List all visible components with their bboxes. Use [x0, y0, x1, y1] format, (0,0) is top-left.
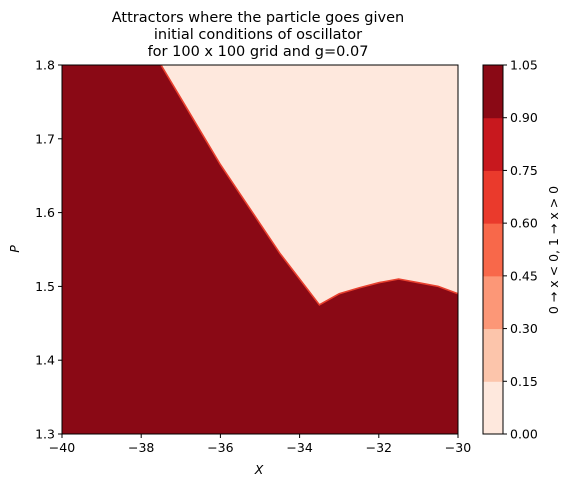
chart-title-line-3: for 100 x 100 grid and g=0.07	[148, 44, 369, 60]
y-tick-label: 1.5	[35, 279, 55, 294]
colorbar-band	[483, 381, 503, 435]
y-tick-label: 1.6	[35, 205, 55, 220]
x-tick-label: −38	[128, 440, 154, 455]
y-axis: 1.3 1.4 1.5 1.6 1.7 1.8 P	[7, 58, 62, 442]
colorbar-label: 0 → x < 0, 1 → x > 0	[546, 186, 561, 314]
plot-area	[61, 64, 459, 435]
colorbar-tick-label: 0.30	[510, 321, 538, 336]
boundary-edge	[160, 64, 459, 306]
colorbar-tick-label: 0.90	[510, 110, 538, 125]
colorbar-tick-label: 0.60	[510, 216, 538, 231]
colorbar-band	[483, 223, 503, 277]
colorbar-tick-label: 0.00	[510, 427, 538, 442]
chart-title-line-2: initial conditions of oscillator	[154, 27, 362, 43]
x-tick-label: −40	[49, 440, 75, 455]
colorbar-band	[483, 170, 503, 224]
x-tick-label: −34	[286, 440, 312, 455]
x-axis: −40 −38 −36 −34 −32 −30 X	[49, 434, 471, 477]
y-tick-label: 1.3	[35, 427, 55, 442]
colorbar-band	[483, 117, 503, 171]
colorbar-tick-label: 1.05	[510, 58, 538, 73]
y-tick-label: 1.8	[35, 58, 55, 73]
x-tick-label: −36	[207, 440, 233, 455]
colorbar-tick-label: 0.15	[510, 374, 538, 389]
colorbar-frame	[482, 64, 504, 435]
x-axis-label: X	[254, 462, 264, 477]
colorbar: 0.00 0.15 0.30 0.45 0.60 0.75 0.90 1.05 …	[482, 58, 561, 442]
colorbar-tick-label: 0.45	[510, 268, 538, 283]
region-below-boundary	[62, 65, 458, 434]
y-tick-label: 1.7	[35, 131, 55, 146]
x-tick-label: −32	[366, 440, 392, 455]
y-tick-label: 1.4	[35, 353, 55, 368]
plot-frame	[61, 64, 459, 435]
chart-title-line-1: Attractors where the particle goes given	[112, 10, 404, 26]
colorbar-tick-label: 0.75	[510, 163, 538, 178]
colorbar-band	[483, 328, 503, 382]
x-tick-label: −30	[445, 440, 471, 455]
y-axis-label: P	[7, 245, 22, 253]
colorbar-band	[483, 275, 503, 330]
colorbar-band	[483, 65, 503, 119]
